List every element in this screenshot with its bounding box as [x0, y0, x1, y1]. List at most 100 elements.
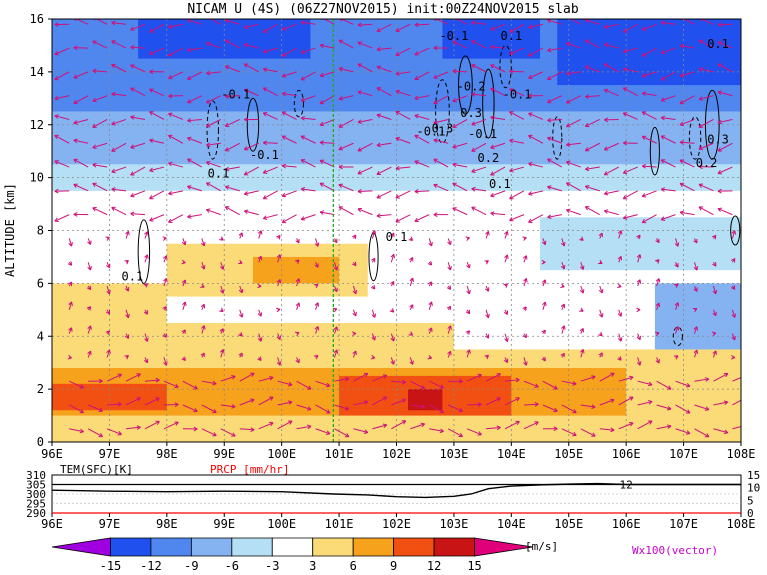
wind-vector	[585, 206, 600, 216]
wind-vector	[319, 95, 335, 105]
wind-vector-head	[674, 263, 679, 268]
contour-labels: 0.1-0.2-0.1-0.1-0.10.1-0.10.3 -0.10.30.2-…	[122, 29, 729, 284]
wind-vector	[637, 333, 641, 340]
wind-vector-head	[313, 283, 319, 289]
wind-vector	[679, 159, 695, 168]
wind-vector-head	[111, 20, 116, 26]
wind-vector	[300, 159, 316, 168]
wind-vector	[409, 357, 414, 365]
wind-vector-head	[579, 327, 584, 333]
wind-vector	[599, 372, 615, 382]
wind-vector	[263, 142, 278, 144]
wind-vector	[604, 142, 619, 151]
wind-vector	[125, 309, 129, 318]
colorbar-tick-label: 9	[390, 559, 397, 573]
wind-vector-head	[685, 383, 691, 388]
wind-vector-head	[201, 325, 206, 330]
wind-vector-head	[79, 384, 85, 389]
wind-vector	[111, 118, 127, 125]
wind-vector-head	[300, 76, 306, 81]
wind-vector	[111, 206, 127, 216]
wind-vector	[414, 114, 430, 120]
wind-vector-head	[149, 111, 154, 116]
wind-vector-head	[566, 70, 571, 76]
wind-vector-head	[401, 398, 407, 403]
wind-vector-head	[281, 135, 287, 140]
wind-vector	[201, 428, 217, 437]
wind-vector	[717, 91, 733, 97]
wind-vector	[206, 209, 221, 216]
wind-vector	[149, 190, 165, 200]
y-tick-label: 8	[37, 224, 44, 238]
wind-vector	[334, 404, 350, 410]
wind-vector-head	[79, 428, 84, 434]
wind-vector	[504, 421, 520, 430]
wind-vector-head	[655, 302, 661, 308]
wind-vector-head	[98, 378, 103, 384]
wind-vector-head	[598, 352, 603, 357]
wind-region	[52, 383, 167, 411]
wind-vector-head	[338, 183, 344, 189]
wind-vector	[656, 302, 660, 310]
wind-vector-head	[219, 265, 225, 270]
wind-vector	[447, 262, 452, 271]
wind-vector	[168, 162, 184, 168]
wind-vector-head	[92, 97, 97, 103]
wind-vector	[87, 428, 103, 438]
wind-vector	[111, 188, 127, 192]
wind-vector	[258, 376, 274, 382]
wind-vector	[414, 47, 430, 56]
wind-vector	[54, 115, 70, 120]
wind-vector-head	[496, 425, 501, 431]
wind-vector	[542, 404, 558, 412]
wind-vector	[73, 158, 89, 168]
wind-vector-head	[105, 330, 111, 336]
wind-vector	[585, 142, 600, 152]
wind-vector-head	[136, 425, 141, 430]
wind-vector-head	[717, 207, 723, 213]
wind-vector	[376, 66, 392, 73]
wind-vector-head	[409, 304, 414, 309]
contour-label: 0.3	[432, 122, 454, 136]
contour-label: 0.3	[707, 132, 729, 146]
wind-vector-head	[155, 377, 160, 383]
wind-vector-head	[541, 259, 546, 265]
wind-vector-head	[490, 87, 495, 92]
wind-vector-head	[414, 134, 419, 139]
wind-vector	[486, 426, 501, 430]
wind-vector	[225, 119, 240, 127]
wind-vector-head	[205, 99, 211, 104]
wind-vector-head	[300, 135, 306, 140]
wind-vector	[301, 117, 316, 120]
wind-vector	[357, 190, 373, 192]
wind-vector	[428, 301, 433, 310]
wind-vector	[599, 428, 615, 431]
wind-vector-head	[528, 218, 533, 223]
wind-vector-head	[420, 384, 426, 390]
wind-vector-head	[54, 134, 59, 140]
wind-vector-head	[325, 382, 331, 388]
wind-vector	[87, 238, 92, 245]
wind-vector-head	[667, 424, 672, 429]
wind-vector-head	[655, 278, 661, 283]
wind-vector-head	[281, 26, 287, 31]
sub-x-tick-label: 102E	[382, 517, 411, 531]
wind-vector-head	[288, 420, 293, 425]
colorbar-segment	[352, 537, 395, 557]
sub-right-title: PRCP [mm/hr]	[210, 463, 289, 476]
wind-vector	[623, 47, 638, 53]
wind-vector-head	[636, 279, 642, 284]
wind-vector-head	[117, 431, 122, 436]
wind-vector-head	[181, 329, 186, 334]
wind-vector	[225, 39, 240, 49]
wind-vector-head	[666, 405, 672, 411]
wind-vector	[87, 350, 92, 358]
wind-vector	[623, 214, 638, 219]
wind-vector	[376, 190, 392, 199]
wind-vector-head	[174, 383, 179, 389]
wind-vector	[641, 111, 657, 120]
wind-vector-head	[143, 310, 148, 315]
wind-vector-head	[314, 263, 319, 268]
wind-vector-head	[130, 193, 135, 198]
wind-vector	[731, 230, 736, 239]
